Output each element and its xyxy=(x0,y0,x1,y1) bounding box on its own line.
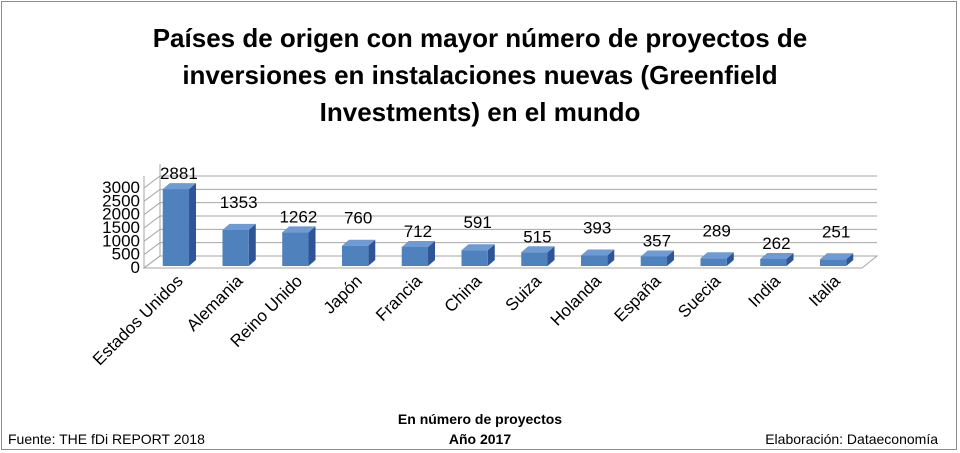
bar xyxy=(461,250,488,266)
data-label: 515 xyxy=(523,227,551,246)
data-label: 1353 xyxy=(220,193,258,212)
x-tick-label: Suecia xyxy=(674,271,725,322)
bar-side xyxy=(667,250,675,266)
x-tick-label: China xyxy=(441,271,486,316)
bar-top xyxy=(700,252,734,259)
bar-top xyxy=(640,250,675,257)
bar-side xyxy=(368,239,376,266)
bar-side xyxy=(726,252,734,266)
bar-top xyxy=(162,183,197,190)
bar xyxy=(222,229,249,266)
bar xyxy=(401,247,429,266)
x-tick-label: Estados Unidos xyxy=(89,271,187,369)
y-tick-label: 2000 xyxy=(102,205,140,224)
bar xyxy=(341,245,369,266)
gridline xyxy=(143,255,877,269)
title-line-3: Investments) en el mundo xyxy=(319,97,641,127)
gridline xyxy=(143,215,877,229)
x-tick-label: Suiza xyxy=(502,271,546,315)
bar-side xyxy=(846,253,854,266)
bar-side xyxy=(428,241,436,266)
x-tick-label: Holanda xyxy=(547,271,606,330)
bar xyxy=(521,252,548,266)
gridline xyxy=(143,202,877,216)
data-label: 591 xyxy=(463,213,491,232)
y-tick-label: 1500 xyxy=(102,218,140,237)
data-label: 393 xyxy=(583,219,611,238)
caption-line-2: Año 2017 xyxy=(448,431,512,447)
bar-top xyxy=(282,226,316,233)
bar-top xyxy=(580,249,615,256)
data-label: 760 xyxy=(344,209,372,228)
bar xyxy=(580,255,608,266)
chart-title: Países de origen con mayor número de pro… xyxy=(120,20,840,131)
chart-caption: En número de proyectos Año 2017 xyxy=(330,409,630,449)
data-label: 357 xyxy=(643,231,671,250)
title-line-2: inversiones en instalaciones nuevas (Gre… xyxy=(182,60,778,90)
data-label: 2881 xyxy=(160,164,198,183)
y-tick-label: 1000 xyxy=(102,231,140,250)
source-note: Fuente: THE fDi REPORT 2018 xyxy=(8,431,205,447)
y-tick-label: 3000 xyxy=(102,178,140,197)
x-tick-label: Francia xyxy=(372,271,426,325)
bar-top xyxy=(760,253,794,260)
bar-top xyxy=(222,223,256,230)
y-tick-label: 0 xyxy=(131,258,140,277)
data-label: 251 xyxy=(822,222,850,241)
bar-top xyxy=(521,246,555,253)
bar-side xyxy=(248,223,256,266)
data-label: 262 xyxy=(762,234,790,253)
bar xyxy=(700,258,727,266)
bar xyxy=(282,232,309,266)
bar xyxy=(819,259,847,266)
bar-side xyxy=(308,226,316,266)
data-label: 289 xyxy=(702,221,730,240)
bar-side xyxy=(786,253,794,266)
bar-top xyxy=(401,241,436,248)
credit-note: Elaboración: Dataeconomía xyxy=(765,431,938,447)
caption-line-1: En número de proyectos xyxy=(397,411,563,427)
bar-side xyxy=(607,249,615,266)
bar xyxy=(640,256,668,266)
gridline xyxy=(143,242,877,256)
x-tick-label: India xyxy=(745,271,785,311)
y-tick-label: 2500 xyxy=(102,191,140,210)
y-tick-label: 500 xyxy=(112,245,140,264)
data-label: 1262 xyxy=(279,207,317,226)
data-label: 712 xyxy=(404,222,432,241)
bar-top xyxy=(461,244,495,251)
x-tick-label: Japón xyxy=(320,271,366,317)
bar-top xyxy=(341,239,376,246)
title-line-1: Países de origen con mayor número de pro… xyxy=(152,23,808,53)
gridline xyxy=(143,188,877,202)
bar xyxy=(162,189,190,266)
bar-top xyxy=(819,253,854,260)
x-tick-label: Alemania xyxy=(183,271,247,335)
x-tick-label: Italia xyxy=(805,271,844,310)
gridline xyxy=(143,175,877,189)
bar-side xyxy=(547,246,555,266)
bar-side xyxy=(487,244,495,266)
bar xyxy=(760,259,787,266)
bar-side xyxy=(189,183,197,266)
gridline xyxy=(143,228,877,242)
x-tick-label: España xyxy=(610,271,665,326)
